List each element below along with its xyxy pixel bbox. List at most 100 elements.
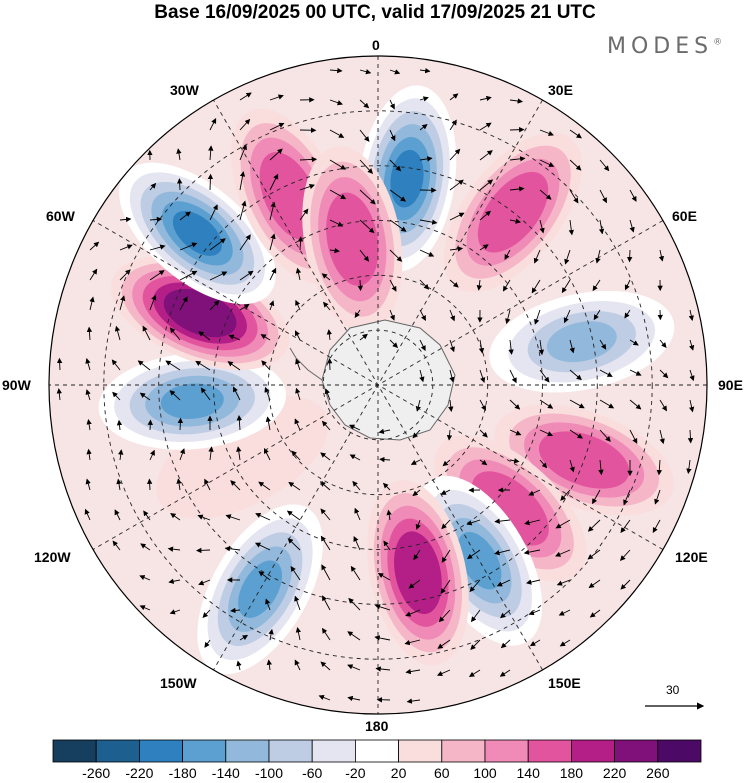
latitude-circle bbox=[158, 165, 598, 605]
wind-vector bbox=[419, 279, 430, 290]
anomaly-contour bbox=[160, 383, 224, 419]
wind-vector bbox=[119, 295, 126, 311]
wind-vector bbox=[558, 609, 571, 616]
wind-vector bbox=[299, 208, 309, 221]
wind-vector bbox=[449, 212, 465, 221]
wind-vector bbox=[415, 399, 421, 412]
wind-vector bbox=[569, 369, 582, 381]
wind-vector bbox=[320, 535, 331, 551]
wind-vector bbox=[239, 200, 247, 221]
wind-vector bbox=[179, 296, 188, 311]
wind-vector bbox=[225, 514, 241, 521]
wind-vector bbox=[599, 159, 610, 172]
wind-vector bbox=[624, 279, 631, 291]
wind-vector bbox=[291, 450, 301, 461]
wind-vector bbox=[449, 369, 455, 383]
wind-vector bbox=[295, 358, 301, 371]
wind-vector bbox=[441, 549, 451, 563]
wind-vector bbox=[595, 249, 601, 264]
wind-vector bbox=[359, 189, 376, 205]
wind-vector bbox=[419, 68, 431, 74]
wind-vector bbox=[263, 447, 271, 461]
wind-vector bbox=[232, 386, 241, 401]
wind-vector bbox=[629, 369, 642, 376]
wind-vector bbox=[419, 369, 425, 383]
wind-vector bbox=[204, 478, 211, 491]
anomaly-center bbox=[119, 162, 276, 305]
wind-vector bbox=[466, 549, 481, 560]
wind-vector bbox=[528, 609, 541, 616]
wind-vector bbox=[509, 186, 525, 192]
wind-vector bbox=[624, 309, 631, 319]
colorbar-cell bbox=[527, 739, 572, 763]
wind-vector bbox=[413, 549, 421, 561]
label-180: 180 bbox=[365, 718, 389, 734]
wind-vector bbox=[569, 459, 575, 473]
wind-vector bbox=[239, 303, 250, 311]
wind-vector bbox=[269, 148, 283, 161]
wind-vector bbox=[269, 201, 276, 221]
wind-vector bbox=[204, 639, 211, 648]
wind-vector bbox=[209, 204, 218, 221]
wind-vector bbox=[258, 571, 271, 581]
wind-vector bbox=[620, 519, 631, 534]
anomaly-center bbox=[494, 404, 674, 516]
brand-registered-mark: ® bbox=[713, 37, 723, 48]
wind-vector bbox=[209, 238, 226, 251]
wind-vector bbox=[494, 518, 511, 524]
wind-vector bbox=[686, 459, 692, 474]
anomaly-contour bbox=[238, 560, 283, 618]
wind-vector bbox=[538, 339, 545, 356]
colorbar-cell bbox=[398, 739, 443, 763]
wind-vector bbox=[119, 244, 133, 251]
wind-vector bbox=[440, 489, 451, 495]
wind-vector bbox=[656, 459, 663, 476]
colorbar-cell bbox=[52, 739, 97, 763]
wind-vector bbox=[149, 244, 166, 251]
wind-vector bbox=[329, 189, 347, 200]
wind-vector bbox=[505, 309, 511, 325]
wind-vector bbox=[568, 219, 574, 236]
wind-vector bbox=[207, 173, 214, 191]
wind-vector bbox=[140, 543, 151, 551]
wind-vector bbox=[412, 489, 421, 497]
wind-vector bbox=[357, 279, 364, 292]
label-0: 0 bbox=[372, 37, 380, 53]
wind-vector bbox=[84, 508, 91, 521]
wind-vector bbox=[555, 549, 571, 557]
wind-vector bbox=[412, 429, 421, 439]
wind-vector bbox=[179, 242, 198, 251]
colorbar-cell bbox=[225, 739, 270, 763]
wind-vector bbox=[479, 210, 491, 221]
wind-vector bbox=[347, 631, 361, 641]
colorbar-tick-label: -140 bbox=[211, 765, 240, 781]
wind-vector bbox=[405, 668, 421, 675]
wind-vector bbox=[170, 512, 181, 521]
wind-vector bbox=[629, 429, 638, 444]
wind-vector bbox=[469, 579, 481, 593]
wind-vector bbox=[479, 122, 492, 131]
wind-vector bbox=[449, 246, 464, 252]
colorbar-cell bbox=[138, 739, 183, 763]
wind-vector bbox=[265, 598, 271, 611]
wind-vector bbox=[659, 429, 665, 445]
wind-vector bbox=[239, 234, 251, 251]
wind-vector bbox=[239, 634, 249, 641]
wind-vector bbox=[375, 666, 391, 672]
wind-vector bbox=[111, 359, 121, 371]
chart-title: Base 16/09/2025 00 UTC, valid 17/09/2025… bbox=[154, 2, 596, 23]
wind-vector bbox=[449, 148, 461, 161]
wind-vector bbox=[689, 339, 695, 351]
wind-vector bbox=[587, 549, 601, 560]
wind-vector bbox=[169, 609, 181, 615]
wind-vector bbox=[149, 216, 163, 223]
wind-vector bbox=[179, 448, 185, 461]
latitude-circle bbox=[213, 220, 543, 550]
colorbar-tick-label: 100 bbox=[473, 765, 497, 781]
wind-vector bbox=[329, 67, 343, 74]
wind-vector bbox=[230, 480, 241, 491]
graticule bbox=[49, 56, 707, 714]
wind-vector bbox=[354, 309, 361, 318]
wind-vector bbox=[383, 540, 391, 551]
wind-vector bbox=[689, 369, 695, 382]
